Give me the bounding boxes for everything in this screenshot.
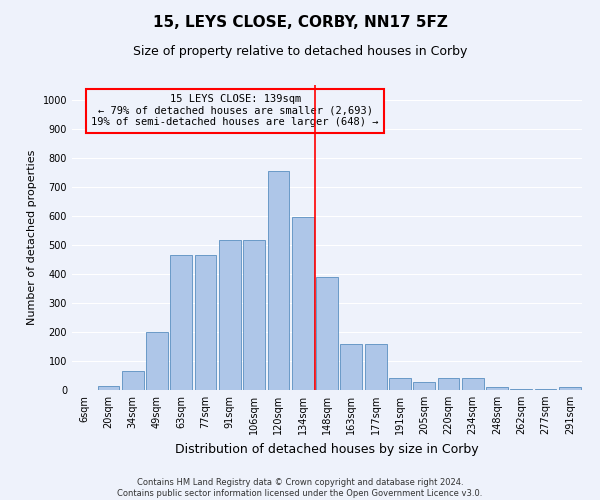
- Bar: [97, 386, 119, 390]
- Bar: [437, 378, 460, 390]
- Text: 15, LEYS CLOSE, CORBY, NN17 5FZ: 15, LEYS CLOSE, CORBY, NN17 5FZ: [152, 15, 448, 30]
- Bar: [535, 388, 556, 390]
- X-axis label: Distribution of detached houses by size in Corby: Distribution of detached houses by size …: [175, 442, 479, 456]
- Bar: [486, 386, 508, 390]
- Bar: [194, 255, 217, 390]
- Y-axis label: Number of detached properties: Number of detached properties: [27, 150, 37, 325]
- Bar: [219, 240, 241, 390]
- Text: 15 LEYS CLOSE: 139sqm
← 79% of detached houses are smaller (2,693)
19% of semi-d: 15 LEYS CLOSE: 139sqm ← 79% of detached …: [91, 94, 379, 128]
- Bar: [559, 387, 581, 390]
- Bar: [340, 344, 362, 390]
- Bar: [268, 170, 289, 390]
- Bar: [462, 378, 484, 390]
- Bar: [413, 382, 435, 390]
- Bar: [316, 276, 338, 390]
- Bar: [122, 371, 143, 390]
- Bar: [146, 332, 168, 390]
- Bar: [389, 378, 411, 390]
- Bar: [292, 217, 314, 390]
- Bar: [365, 344, 386, 390]
- Text: Contains HM Land Registry data © Crown copyright and database right 2024.
Contai: Contains HM Land Registry data © Crown c…: [118, 478, 482, 498]
- Bar: [243, 240, 265, 390]
- Bar: [170, 255, 192, 390]
- Bar: [511, 388, 532, 390]
- Text: Size of property relative to detached houses in Corby: Size of property relative to detached ho…: [133, 45, 467, 58]
